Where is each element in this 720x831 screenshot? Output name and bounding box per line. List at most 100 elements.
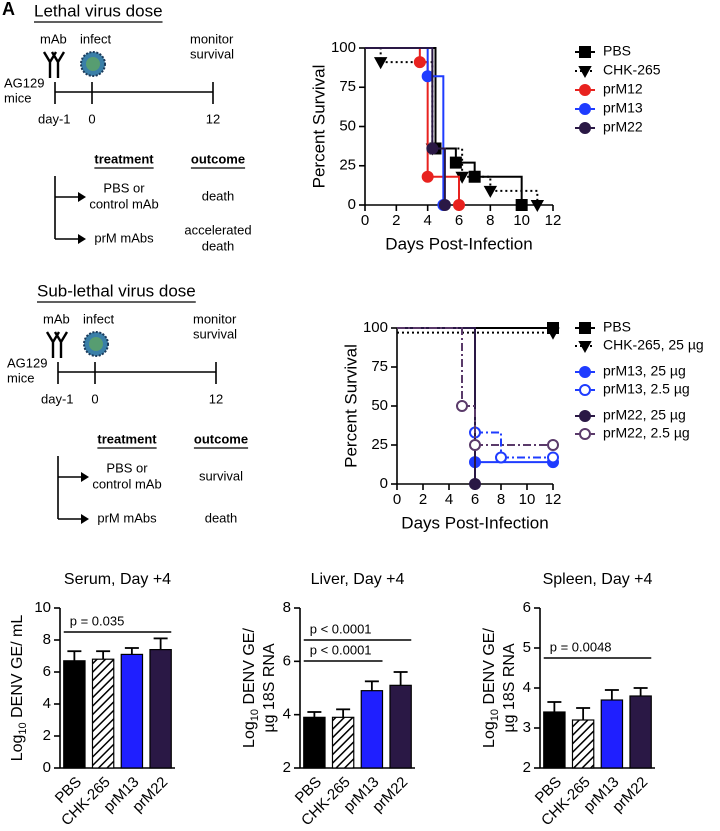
timepoint-label: day-1 [41, 391, 74, 406]
legend-label: prM22, 25 µg [603, 407, 686, 423]
timepoint-label: 12 [209, 391, 223, 406]
y-axis-label: Percent Survival [309, 65, 328, 189]
y-axis-label: Log10 DENV GE/ [241, 628, 261, 748]
y-tick-label: 100 [363, 319, 388, 336]
y-tick-label: 75 [371, 358, 388, 375]
marker [453, 199, 465, 211]
legend-marker [579, 366, 591, 378]
outcome-label: death [202, 238, 235, 253]
legend-label: prM22 [603, 119, 643, 135]
treatment-label: prM mAbs [94, 230, 154, 245]
treatment-label: PBS or [106, 460, 148, 475]
bar [303, 716, 326, 769]
x-tick-label: 2 [392, 212, 400, 229]
y-tick-label: 75 [339, 78, 356, 95]
significance-label: p < 0.0001 [310, 642, 372, 657]
survival-step [397, 327, 476, 463]
legend-label: prM13 [603, 100, 643, 116]
x-tick-label: 12 [545, 212, 562, 229]
x-tick-label: 2 [419, 491, 427, 508]
y-tick-label: 50 [339, 117, 356, 134]
survival-step [427, 175, 460, 205]
bar [149, 648, 172, 769]
marker [456, 400, 468, 412]
legend-marker [579, 103, 591, 115]
legend-label: PBS [603, 319, 631, 335]
y-tick-label: 8 [43, 631, 51, 648]
bar [629, 695, 652, 769]
monitor-label: monitor [190, 31, 234, 46]
legend-marker [579, 428, 591, 440]
arrow-head [78, 234, 86, 244]
legend-label: prM13, 25 µg [603, 363, 686, 379]
timepoint-label: 0 [88, 111, 95, 126]
y-tick-label: 10 [34, 599, 51, 616]
virus-core [86, 57, 100, 71]
virus-core [89, 337, 103, 351]
antibody-icon [53, 331, 69, 358]
legend-marker [579, 410, 591, 422]
y-tick-label: 25 [339, 157, 356, 174]
y-axis-label-part: Log [241, 721, 258, 748]
legend-label: prM12 [603, 81, 643, 97]
y-tick-label: 25 [371, 436, 388, 453]
antibody-label: mAb [40, 31, 67, 46]
bar [543, 711, 566, 769]
bar [331, 716, 355, 769]
y-axis-label-part: Log [9, 735, 26, 762]
arrow-head [81, 514, 89, 524]
marker [547, 451, 559, 464]
infect-label: infect [83, 311, 114, 326]
y-tick-label: 2 [523, 759, 531, 776]
y-axis-label: µg 18S RNA [501, 643, 518, 733]
survival-step [474, 175, 523, 205]
survival-step [462, 405, 476, 445]
y-tick-label: 100 [331, 39, 356, 56]
treatment-label: PBS or [103, 180, 145, 195]
schematic: Lethal virus dose mAb infect monitorsurviva… [4, 1, 252, 253]
marker [426, 142, 439, 155]
legend-label: prM13, 2.5 µg [603, 381, 690, 397]
column-header: outcome [194, 431, 248, 446]
arrow-head [81, 472, 89, 482]
bar [91, 658, 115, 769]
y-tick-label: 6 [283, 652, 291, 669]
timepoint-label: day-1 [38, 111, 71, 126]
marker [483, 185, 498, 198]
y-tick-label: 0 [348, 196, 356, 213]
y-axis-label-part: DENV GE/ [481, 628, 498, 709]
legend-marker [579, 322, 591, 334]
arrow-head [78, 192, 86, 202]
bar [120, 653, 144, 769]
column-header: treatment [94, 151, 154, 166]
y-tick-label: 2 [43, 727, 51, 744]
monitor-label: monitor [193, 311, 237, 326]
treatment-label: prM mAbs [97, 510, 157, 525]
y-axis-label-part: DENV GE/ mL [9, 615, 26, 723]
mouse-label: AG129 [4, 75, 44, 90]
mouse-label: mice [7, 370, 34, 385]
x-tick-label: 0 [361, 212, 369, 229]
marker [515, 199, 528, 211]
legend-label: PBS [603, 43, 631, 59]
survival-step [365, 47, 421, 63]
marker [449, 156, 462, 169]
outcome-label: death [205, 510, 238, 525]
chart-title: Spleen, Day +4 [543, 571, 653, 588]
panel-label: A [2, 0, 15, 19]
x-tick-label: 8 [497, 491, 505, 508]
legend-marker [578, 341, 592, 354]
marker [547, 439, 559, 451]
column-header: treatment [97, 431, 157, 446]
y-tick-label: 5 [523, 639, 531, 656]
marker [421, 70, 434, 83]
survival-step [397, 327, 476, 433]
y-tick-label: 50 [371, 397, 388, 414]
timepoint-label: 12 [206, 111, 220, 126]
bar [571, 719, 595, 769]
x-tick-label: 4 [445, 491, 453, 508]
outcome-label: death [202, 188, 235, 203]
y-axis-label-subscript: 10 [17, 722, 29, 734]
treatment-label: control mAb [89, 196, 158, 211]
